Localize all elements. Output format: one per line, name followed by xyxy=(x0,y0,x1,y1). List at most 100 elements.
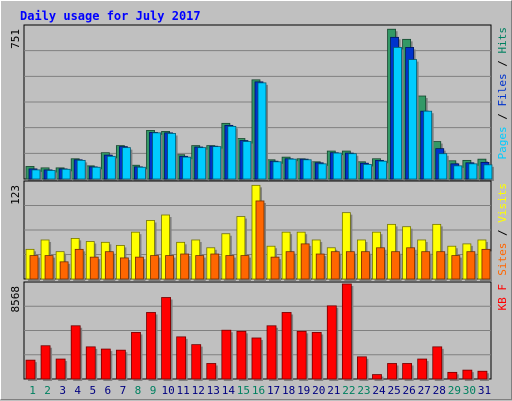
top-bar-pages-19 xyxy=(302,159,314,181)
x-tick-day-14: 14 xyxy=(222,384,236,397)
x-tick-day-20: 20 xyxy=(312,384,325,397)
middle-legend-1: Sites xyxy=(496,243,509,276)
top-bar-pages-7 xyxy=(121,147,133,181)
middle-legend-3: Visits xyxy=(496,183,509,229)
x-tick-day-19: 19 xyxy=(297,384,310,397)
top-bar-pages-18 xyxy=(287,158,299,181)
middle-bar-sites-7 xyxy=(119,257,131,281)
top-bar-pages-1 xyxy=(31,169,42,181)
middle-bar-sites-29 xyxy=(451,255,462,281)
bottom-bar-kb-f-19 xyxy=(296,330,309,381)
top-bar-pages-29 xyxy=(453,165,464,181)
top-bar-pages-4 xyxy=(76,159,88,181)
bottom-bar-kb-f-4 xyxy=(70,325,83,381)
middle-bar-sites-28 xyxy=(436,251,447,281)
x-tick-day-21: 21 xyxy=(327,384,340,397)
bottom-bar-kb-f-12 xyxy=(191,344,203,381)
middle-bar-sites-15 xyxy=(240,255,251,281)
x-tick-day-12: 12 xyxy=(192,384,205,397)
top-bar-pages-14 xyxy=(227,125,238,181)
top-bar-pages-11 xyxy=(182,156,193,181)
middle-bar-sites-12 xyxy=(195,255,206,281)
bottom-bar-kb-f-13 xyxy=(206,363,218,381)
top-legend-4: / xyxy=(496,60,509,73)
top-bar-pages-21 xyxy=(332,152,344,181)
x-tick-day-11: 11 xyxy=(177,384,190,397)
top-bar-pages-31 xyxy=(483,164,494,181)
top-legend-5: Hits xyxy=(496,27,509,60)
middle-bar-sites-25 xyxy=(391,251,402,281)
x-tick-day-4: 4 xyxy=(74,384,81,397)
middle-bar-sites-10 xyxy=(165,255,176,281)
x-tick-day-8: 8 xyxy=(135,384,142,397)
middle-bar-sites-26 xyxy=(406,247,417,281)
top-legend-2: / xyxy=(496,113,509,126)
middle-bar-sites-18 xyxy=(285,251,297,281)
top-bar-pages-6 xyxy=(106,155,118,181)
top-bar-pages-28 xyxy=(438,153,449,181)
bottom-legend: KB F xyxy=(496,284,509,311)
middle-bar-sites-4 xyxy=(74,248,86,281)
top-bar-pages-9 xyxy=(152,132,163,181)
x-tick-day-13: 13 xyxy=(207,384,220,397)
x-tick-day-28: 28 xyxy=(433,384,446,397)
x-tick-day-1: 1 xyxy=(29,384,36,397)
top-bar-pages-23 xyxy=(363,164,374,181)
bottom-max-label: 8568 xyxy=(9,286,22,313)
middle-max-label: 123 xyxy=(9,185,22,205)
middle-bar-sites-5 xyxy=(89,256,101,281)
x-tick-day-18: 18 xyxy=(282,384,295,397)
top-bar-pages-3 xyxy=(61,168,73,181)
top-bar-pages-15 xyxy=(242,141,253,181)
top-bar-pages-27 xyxy=(423,110,434,181)
top-max-label: 751 xyxy=(9,29,22,49)
top-bar-pages-13 xyxy=(212,146,223,181)
top-bar-pages-25 xyxy=(393,47,404,181)
top-bar-pages-24 xyxy=(378,160,389,181)
top-bar-pages-20 xyxy=(317,163,329,181)
x-tick-day-15: 15 xyxy=(237,384,250,397)
bottom-bar-kb-f-16 xyxy=(251,337,263,381)
bottom-bar-kb-f-26 xyxy=(402,363,414,381)
bottom-legend-2: F xyxy=(496,284,509,297)
bottom-bar-kb-f-30 xyxy=(462,369,474,381)
chart-title: Daily usage for July 2017 xyxy=(20,9,201,23)
x-tick-day-31: 31 xyxy=(478,384,491,397)
middle-bar-sites-8 xyxy=(135,256,146,281)
bottom-bar-kb-f-11 xyxy=(176,336,188,381)
x-tick-day-6: 6 xyxy=(105,384,112,397)
top-bar-pages-10 xyxy=(167,133,178,181)
middle-bar-sites-21 xyxy=(330,251,342,281)
top-legend-1: Pages xyxy=(496,126,509,159)
top-bar-pages-17 xyxy=(272,161,284,181)
middle-bar-sites-20 xyxy=(315,253,327,281)
bottom-bar-kb-f-18 xyxy=(281,312,294,381)
bottom-bar-kb-f-20 xyxy=(311,332,324,381)
bottom-bar-kb-f-3 xyxy=(55,358,68,381)
top-legend: Pages / Files / Hits xyxy=(496,27,509,160)
bottom-bar-kb-f-14 xyxy=(221,329,233,381)
x-tick-day-30: 30 xyxy=(463,384,476,397)
middle-bar-sites-16 xyxy=(255,200,266,281)
x-tick-day-25: 25 xyxy=(387,384,400,397)
x-tick-day-17: 17 xyxy=(267,384,280,397)
middle-bar-sites-31 xyxy=(481,248,492,281)
middle-bar-sites-23 xyxy=(361,251,372,281)
bottom-bar-kb-f-9 xyxy=(146,312,158,381)
middle-bar-sites-13 xyxy=(210,253,221,281)
bottom-bar-kb-f-21 xyxy=(326,305,339,381)
middle-bar-sites-17 xyxy=(270,256,282,281)
bottom-bar-kb-f-28 xyxy=(432,346,444,381)
bottom-bar-kb-f-10 xyxy=(161,297,173,381)
middle-bar-sites-2 xyxy=(44,255,56,281)
bottom-bar-kb-f-31 xyxy=(477,370,489,381)
bottom-bar-kb-f-24 xyxy=(372,374,384,381)
middle-bar-sites-3 xyxy=(59,261,71,281)
x-tick-day-9: 9 xyxy=(150,384,157,397)
x-tick-day-24: 24 xyxy=(372,384,386,397)
x-tick-day-27: 27 xyxy=(418,384,431,397)
middle-bar-sites-19 xyxy=(300,243,312,281)
x-tick-day-3: 3 xyxy=(59,384,66,397)
